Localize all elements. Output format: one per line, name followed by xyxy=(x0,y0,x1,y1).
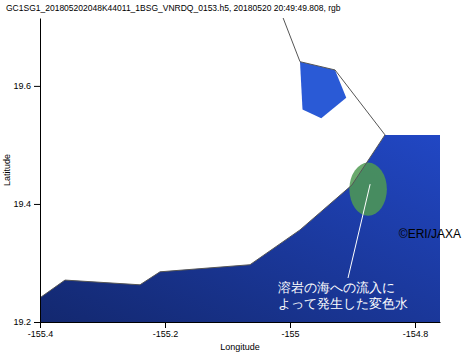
y-tick: 19.6 xyxy=(13,81,40,91)
y-tick: 19.4 xyxy=(13,199,40,209)
y-tick-label: 19.6 xyxy=(13,81,31,91)
y-tick-mark xyxy=(34,322,40,323)
annotation: よって発生した変色水 xyxy=(278,296,408,311)
x-tick-label: -155.4 xyxy=(28,329,54,339)
x-tick-mark xyxy=(165,322,166,328)
discolored-water xyxy=(349,163,387,216)
y-tick-label: 19.4 xyxy=(13,199,31,209)
x-axis-line xyxy=(41,322,441,323)
x-axis: -155.4 -155.2 -155 -154.8 xyxy=(28,322,441,339)
x-tick: -155 xyxy=(281,322,299,339)
title: GC1SG1_201805202048K44011_1BSG_VNRDQ_015… xyxy=(6,3,341,13)
x-tick-mark xyxy=(40,322,41,328)
annotation: 溶岩の海への流入に xyxy=(278,280,395,295)
y-axis-line xyxy=(40,19,41,323)
y-tick-label: 19.2 xyxy=(13,317,31,327)
map-chart: -155.4 -155.2 -155 -154.8 19.2 19.4 19.6 GC1SG1… xyxy=(0,0,467,353)
x-tick: -154.8 xyxy=(403,322,429,339)
coastline xyxy=(40,18,385,298)
x-tick-mark xyxy=(415,322,416,328)
ocean xyxy=(40,135,440,322)
x-tick-label: -154.8 xyxy=(403,329,429,339)
y-label: Latitude xyxy=(2,154,12,186)
x-tick: -155.2 xyxy=(153,322,179,339)
annotation-pointer xyxy=(348,184,370,278)
y-tick-mark xyxy=(34,204,40,205)
y-tick-mark xyxy=(34,86,40,87)
x-tick-mark xyxy=(290,322,291,328)
y-tick: 19.2 xyxy=(13,317,40,327)
x-tick-label: -155 xyxy=(281,329,299,339)
credit: ©ERI/JAXA xyxy=(399,227,461,241)
x-tick: -155.4 xyxy=(28,322,54,339)
x-tick-label: -155.2 xyxy=(153,329,179,339)
y-axis: 19.2 19.4 19.6 xyxy=(13,19,40,328)
x-label: Longitude xyxy=(220,342,260,352)
ocean-north xyxy=(300,62,346,119)
plot-area xyxy=(40,18,440,322)
